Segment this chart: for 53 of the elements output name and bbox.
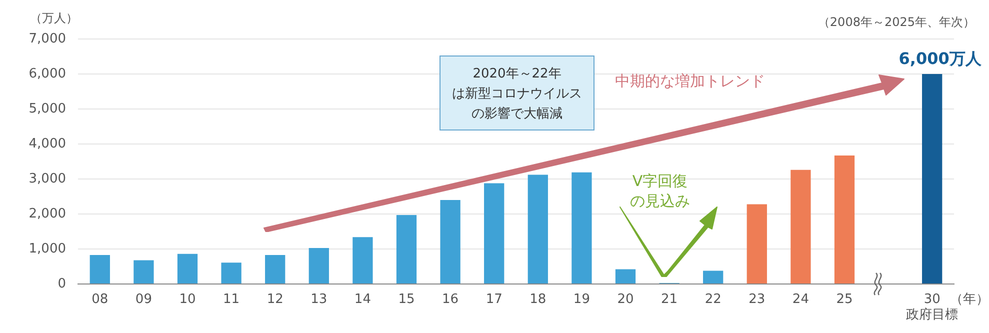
x-tick-label: 18 bbox=[530, 292, 546, 308]
x-tick-label: 20 bbox=[617, 292, 634, 308]
bar bbox=[352, 237, 373, 284]
y-tick-label: 1,000 bbox=[28, 241, 66, 256]
y-tick-label: 5,000 bbox=[28, 101, 66, 116]
bar bbox=[922, 74, 942, 284]
bar bbox=[615, 269, 636, 284]
x-tick-label: 25 bbox=[836, 292, 853, 308]
bar bbox=[484, 183, 504, 284]
annotation: 2020年～22年は新型コロナウイルスの影響で大幅減 bbox=[452, 66, 582, 122]
y-axis-title: （万人） bbox=[30, 10, 78, 27]
x-tick-label: 19 bbox=[573, 292, 590, 308]
bar bbox=[440, 200, 460, 284]
bar bbox=[90, 254, 110, 284]
x-tick-label: 09 bbox=[135, 292, 152, 308]
annotation: V字回復の見込み bbox=[630, 172, 690, 210]
bar bbox=[308, 248, 329, 284]
x-axis-title: （年） bbox=[950, 291, 989, 308]
bar bbox=[134, 260, 154, 284]
y-tick-label: 3,000 bbox=[28, 171, 66, 186]
bar bbox=[177, 254, 198, 284]
bar bbox=[396, 215, 417, 284]
x-tick-label: 10 bbox=[179, 292, 196, 308]
bar bbox=[528, 174, 548, 284]
y-tick-label: 4,000 bbox=[28, 136, 66, 152]
bar bbox=[703, 270, 724, 284]
bar bbox=[834, 156, 855, 284]
x-tick-label: 23 bbox=[748, 292, 766, 308]
bar bbox=[221, 262, 242, 284]
x-tick-label: 21 bbox=[661, 292, 678, 308]
x-tick-label: 11 bbox=[223, 292, 240, 308]
bar bbox=[572, 172, 592, 284]
x-tick-label: 24 bbox=[792, 292, 809, 308]
annotation: 中期的な増加トレンド bbox=[615, 72, 765, 90]
chart-subtitle: （2008年～2025年、年次） bbox=[818, 14, 975, 31]
bar bbox=[746, 204, 767, 284]
x-tick-label: 14 bbox=[354, 292, 371, 308]
y-tick-label: 2,000 bbox=[28, 206, 66, 222]
x-tick-label: 17 bbox=[486, 292, 502, 308]
x-tick-label: 08 bbox=[92, 292, 108, 308]
y-tick-label: 6,000 bbox=[28, 66, 66, 82]
x-tick-label: 22 bbox=[704, 292, 722, 308]
x-tick-label: 16 bbox=[442, 292, 459, 308]
x-tick-label: 13 bbox=[310, 292, 328, 308]
y-tick-label: 0 bbox=[58, 276, 66, 292]
data-label: 6,000万人 bbox=[898, 49, 982, 68]
text: 政府目標 bbox=[906, 306, 958, 322]
x-tick-label: 15 bbox=[398, 292, 415, 308]
x-tick-label: 12 bbox=[266, 292, 284, 308]
x-tick-label: 30 bbox=[924, 292, 940, 308]
bar bbox=[790, 170, 811, 284]
bar bbox=[265, 254, 286, 284]
y-tick-label: 7,000 bbox=[28, 31, 66, 46]
